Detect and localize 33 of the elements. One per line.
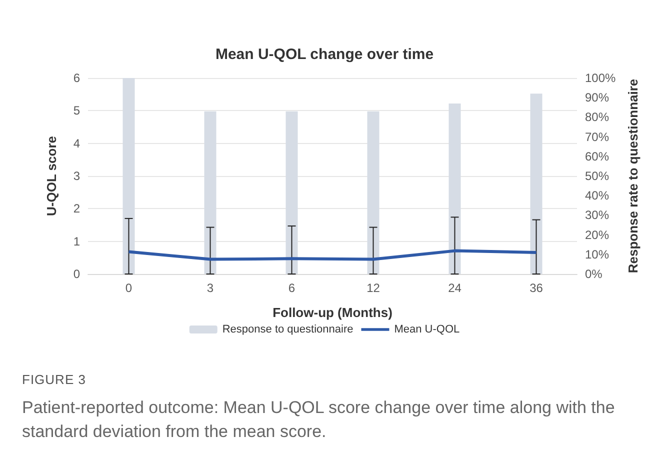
chart-title: Mean U-QOL change over time xyxy=(215,46,434,63)
y2-tick-label: 10% xyxy=(585,247,610,262)
x-tick-label: 0 xyxy=(125,281,132,295)
x-tick-label: 24 xyxy=(448,281,462,295)
y2-tick-label: 60% xyxy=(585,149,610,164)
legend-label: Mean U-QOL xyxy=(394,324,460,336)
y-tick-label: 1 xyxy=(73,234,80,248)
y2-tick-label: 80% xyxy=(585,110,610,124)
y-tick-label: 4 xyxy=(73,136,80,150)
y2-tick-label: 70% xyxy=(585,130,610,144)
legend-label: Response to questionnaire xyxy=(222,324,354,336)
x-axis-title: Follow-up (Months) xyxy=(272,305,392,320)
x-tick-label: 6 xyxy=(288,281,296,295)
y2-tick-label: 0% xyxy=(585,267,603,281)
y-tick-label: 6 xyxy=(73,71,80,85)
x-tick-label: 36 xyxy=(530,281,544,295)
y2-tick-label: 90% xyxy=(585,90,610,105)
line-series xyxy=(127,249,538,261)
y2-tick-label: 30% xyxy=(585,208,610,222)
x-tick-label: 3 xyxy=(206,281,214,295)
y-tick-label: 2 xyxy=(73,202,80,216)
y2-axis-title: Response rate to questionnaire xyxy=(626,78,641,274)
text: Patient-reported outcome: Mean U-QOL score change over time along with the standard deviation from the mean score. xyxy=(22,397,616,443)
x-tick-label: 12 xyxy=(366,281,380,295)
y-axis-title: U-QOL score xyxy=(44,136,59,216)
y-tick-label: 0 xyxy=(73,267,80,281)
y2-tick-label: 40% xyxy=(585,188,610,203)
y2-tick-label: 50% xyxy=(585,169,610,183)
caption: FIGURE 3 xyxy=(22,371,87,389)
y-tick-label: 3 xyxy=(73,169,80,183)
y2-tick-label: 100% xyxy=(585,71,616,85)
y2-tick-label: 20% xyxy=(585,228,610,242)
y-tick-label: 5 xyxy=(73,104,80,118)
